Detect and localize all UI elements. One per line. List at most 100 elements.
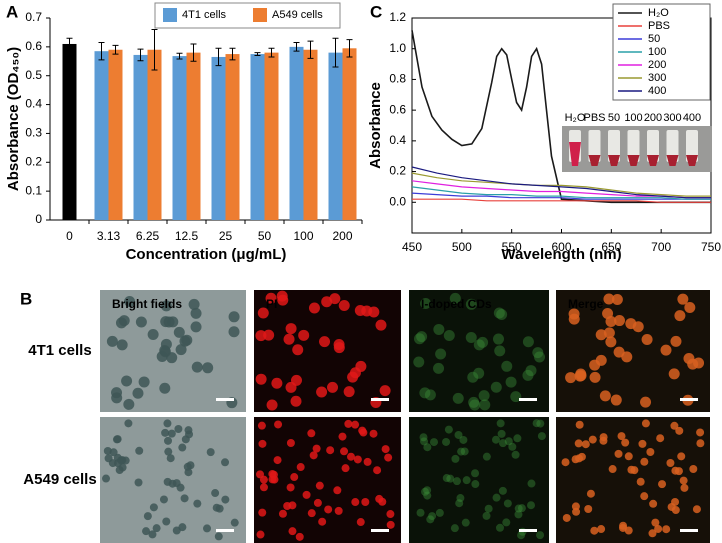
cell	[421, 487, 430, 496]
cell	[696, 428, 705, 437]
cell	[312, 444, 321, 453]
cell	[501, 360, 513, 372]
cell	[149, 503, 158, 512]
error-bar	[229, 47, 236, 61]
cell	[420, 298, 432, 310]
cell	[568, 313, 580, 325]
cell	[318, 517, 327, 526]
cell	[295, 532, 304, 541]
cell	[599, 436, 608, 445]
error-bar	[66, 37, 73, 51]
bar	[342, 48, 357, 220]
cell	[163, 316, 175, 328]
cell	[510, 391, 522, 403]
micrograph	[254, 417, 401, 543]
cell	[419, 387, 431, 399]
cell	[180, 494, 189, 503]
cell	[494, 345, 506, 357]
error-bar	[176, 52, 183, 60]
cell	[290, 473, 299, 482]
cell	[632, 321, 644, 333]
line-series	[412, 198, 711, 203]
cell	[496, 419, 505, 428]
x-tick-label: 6.25	[136, 229, 160, 243]
micrograph	[100, 290, 246, 412]
cell	[675, 426, 684, 435]
cell	[471, 480, 480, 489]
bar	[186, 52, 201, 220]
cell	[266, 399, 278, 411]
y-tick-label: 0.0	[389, 194, 406, 208]
cell	[292, 344, 304, 356]
inset-label: 300	[663, 112, 681, 124]
cell	[654, 524, 663, 533]
column-label: Merge	[568, 297, 604, 311]
cell	[640, 492, 649, 501]
cell	[522, 336, 534, 348]
cell	[638, 439, 647, 448]
cell	[181, 435, 190, 444]
cell	[465, 298, 477, 310]
y-tick-label: 0.7	[25, 10, 42, 24]
cell	[112, 435, 121, 444]
cell	[595, 354, 607, 366]
cell	[621, 351, 633, 363]
legend-label: 400	[648, 85, 666, 97]
y-axis-title: Absorbance	[367, 82, 384, 169]
x-tick-label: 550	[502, 240, 522, 254]
cell	[178, 443, 187, 452]
inset-label: 400	[683, 112, 701, 124]
legend-label: 100	[648, 46, 666, 58]
cell	[271, 377, 283, 389]
cell	[369, 429, 378, 438]
cell	[536, 531, 545, 540]
cell	[298, 329, 310, 341]
cell	[649, 499, 658, 508]
cell	[147, 329, 159, 341]
cell	[433, 362, 445, 374]
cell	[313, 498, 322, 507]
cell	[221, 458, 230, 467]
y-axis-title: Absorbance (OD₄₅₀)	[5, 47, 22, 191]
cell	[346, 452, 355, 461]
cell	[373, 466, 382, 475]
cell	[482, 452, 491, 461]
scale-bar	[519, 398, 537, 401]
cell	[203, 524, 212, 533]
cell	[340, 447, 349, 456]
legend-label: PBS	[648, 20, 670, 32]
cell	[161, 428, 170, 437]
cell	[575, 420, 584, 429]
cell	[132, 387, 144, 399]
cell	[534, 351, 546, 363]
vial-liquid	[608, 155, 620, 166]
cell	[527, 501, 536, 510]
cell	[527, 479, 536, 488]
cell	[268, 475, 277, 484]
cell	[428, 512, 437, 521]
cell	[206, 448, 215, 457]
cell	[258, 439, 267, 448]
cell	[111, 392, 123, 404]
cell	[172, 526, 181, 535]
cell	[386, 520, 395, 529]
y-tick-label: 0.1	[25, 183, 42, 197]
panel-label: C	[370, 2, 382, 21]
cell	[351, 420, 360, 429]
y-tick-label: 1.0	[389, 41, 406, 55]
vial	[686, 130, 698, 162]
cell	[430, 438, 439, 447]
cell	[561, 458, 570, 467]
x-tick-label: 25	[219, 229, 233, 243]
cell	[255, 373, 267, 385]
cell	[611, 294, 623, 306]
cell	[614, 449, 623, 458]
cell	[641, 333, 653, 345]
cell	[308, 302, 320, 314]
cell	[202, 362, 214, 374]
cell	[423, 486, 432, 495]
cell	[123, 398, 135, 410]
cell	[285, 323, 297, 335]
cell	[667, 502, 676, 511]
